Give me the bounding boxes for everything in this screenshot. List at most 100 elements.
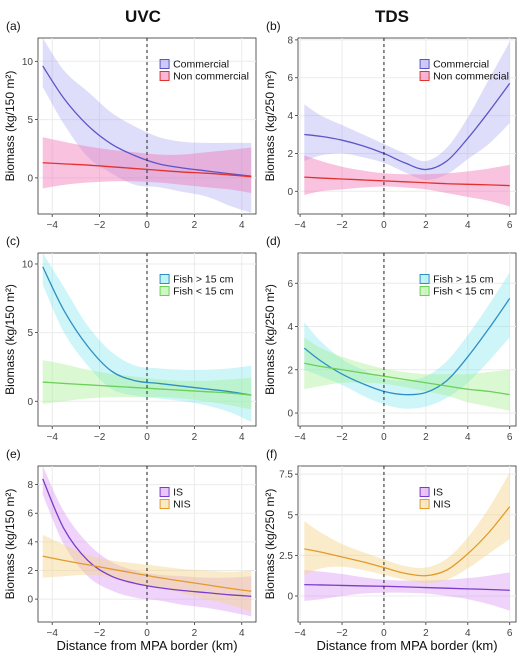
y-tick-label: 8 xyxy=(287,35,293,46)
x-tick-label: 0 xyxy=(144,432,150,443)
legend-label: Fish < 15 cm xyxy=(173,286,234,298)
x-tick-label: −2 xyxy=(94,628,106,639)
legend-swatch xyxy=(159,499,170,509)
y-axis-label: Biomass (kg/150 m²) xyxy=(3,71,17,182)
series-line xyxy=(304,583,510,591)
y-tick-label: 2.5 xyxy=(279,551,293,562)
x-tick-label: −4 xyxy=(47,432,59,443)
legend-swatch xyxy=(419,59,430,69)
confidence-band xyxy=(42,466,252,617)
x-tick-label: 0 xyxy=(381,432,387,443)
confidence-band xyxy=(304,272,510,409)
x-tick-label: 0 xyxy=(144,220,150,231)
plot-area xyxy=(297,252,517,427)
x-tick-label: 4 xyxy=(239,628,245,639)
series-line xyxy=(303,298,511,396)
chart-panels: −4 −2 0 2 4 0 5 10 Biomass (kg/150 m²) (a) Commerc… xyxy=(3,19,517,639)
legend-swatch xyxy=(159,274,170,284)
y-axis-label: Biomass (kg/250 m²) xyxy=(263,489,277,600)
panel-label: (f) xyxy=(266,447,277,461)
legend-label: Fish < 15 cm xyxy=(433,286,494,298)
y-tick-label: 0 xyxy=(27,595,33,606)
panel-label: (d) xyxy=(266,234,281,248)
y-tick-label: 2 xyxy=(287,365,293,376)
y-tick-label: 5 xyxy=(287,510,293,521)
panel-b: −4 −2 0 2 4 6 0 2 4 6 8 Biomass (kg/250 m²) (b) Comme… xyxy=(263,19,517,231)
x-tick-label: 2 xyxy=(423,220,429,231)
y-tick-label: 4 xyxy=(287,322,293,333)
legend-swatch xyxy=(159,286,170,296)
legend-label: Commercial xyxy=(433,59,489,71)
y-tick-label: 0 xyxy=(287,409,293,420)
series-line xyxy=(42,381,252,396)
y-axis-label: Biomass (kg/150 m²) xyxy=(3,284,17,395)
confidence-band xyxy=(304,472,510,583)
x-tick-label: 4 xyxy=(465,628,471,639)
y-tick-label: 5 xyxy=(27,328,33,339)
y-tick-label: 2 xyxy=(27,566,33,577)
legend-label: IS xyxy=(173,487,183,499)
y-tick-label: 2 xyxy=(287,149,293,160)
confidence-band xyxy=(304,337,510,411)
confidence-band xyxy=(42,360,252,410)
y-tick-label: 0 xyxy=(27,173,33,184)
x-tick-label: −2 xyxy=(336,628,348,639)
y-axis-label: Biomass (kg/250 m²) xyxy=(263,284,277,395)
y-tick-label: 8 xyxy=(27,480,33,491)
x-tick-label: 2 xyxy=(423,628,429,639)
x-tick-label: −4 xyxy=(294,220,306,231)
legend-swatch xyxy=(419,286,430,296)
y-tick-label: 6 xyxy=(287,279,293,290)
column-title-uvc: UVC xyxy=(125,7,161,26)
legend-label: Non commercial xyxy=(173,71,249,83)
confidence-band xyxy=(304,570,510,611)
panel-label: (b) xyxy=(266,19,281,33)
y-tick-label: 4 xyxy=(27,537,33,548)
x-tick-label: 6 xyxy=(507,628,513,639)
y-tick-label: 5 xyxy=(27,115,33,126)
panel-label: (c) xyxy=(6,234,20,248)
y-tick-label: 7.5 xyxy=(279,470,293,481)
x-tick-label: −4 xyxy=(47,628,59,639)
x-tick-label: −2 xyxy=(336,220,348,231)
x-tick-label: 4 xyxy=(465,220,471,231)
y-axis-label: Biomass (kg/250 m²) xyxy=(263,71,277,182)
legend-swatch xyxy=(159,487,170,497)
x-tick-label: −4 xyxy=(47,220,59,231)
confidence-band xyxy=(304,155,510,207)
x-tick-label: 6 xyxy=(507,432,513,443)
series-line xyxy=(304,362,510,396)
y-tick-label: 6 xyxy=(287,73,293,84)
x-tick-label: 4 xyxy=(239,220,245,231)
panel-c: −4 −2 0 2 4 0 5 10 Biomass (kg/150 m²) (c) Fish > … xyxy=(3,234,257,443)
series-line xyxy=(42,162,252,178)
y-axis-label: Biomass (kg/150 m²) xyxy=(3,489,17,600)
series-line xyxy=(304,506,511,577)
x-tick-label: −4 xyxy=(294,432,306,443)
legend-swatch xyxy=(419,499,430,509)
series-line xyxy=(42,266,252,396)
panel-a: −4 −2 0 2 4 0 5 10 Biomass (kg/150 m²) (a) Commerc… xyxy=(3,19,257,231)
y-tick-label: 0 xyxy=(27,397,33,408)
series-line xyxy=(304,176,510,187)
legend-swatch xyxy=(159,59,170,69)
legend-label: IS xyxy=(433,487,443,499)
column-title-tds: TDS xyxy=(375,7,409,26)
x-tick-label: 0 xyxy=(381,628,387,639)
legend-swatch xyxy=(159,71,170,81)
legend-label: NIS xyxy=(433,499,451,511)
x-tick-label: 4 xyxy=(239,432,245,443)
panel-d: −4 −2 0 2 4 6 0 2 4 6 Biomass (kg/250 m²) (d) Fish >… xyxy=(263,234,517,443)
panel-label: (e) xyxy=(6,447,21,461)
legend-swatch xyxy=(419,487,430,497)
x-axis-label-left: Distance from MPA border (km) xyxy=(56,638,237,653)
y-tick-label: 0 xyxy=(287,592,293,603)
x-axis-label-right: Distance from MPA border (km) xyxy=(316,638,497,653)
x-tick-label: 2 xyxy=(192,432,198,443)
legend-label: NIS xyxy=(173,499,191,511)
legend-swatch xyxy=(419,71,430,81)
legend-label: Fish > 15 cm xyxy=(173,274,234,286)
confidence-band xyxy=(42,38,252,213)
